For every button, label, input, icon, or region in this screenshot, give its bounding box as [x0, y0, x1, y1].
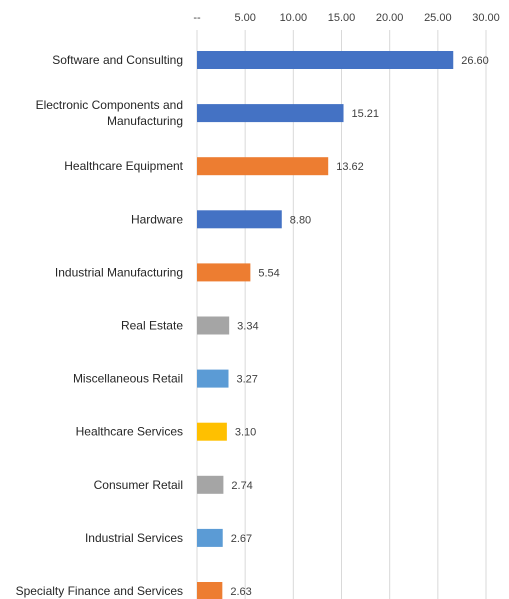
- category-label-line: Real Estate: [121, 319, 183, 333]
- category-label-line: Software and Consulting: [52, 53, 183, 67]
- category-label-line: Consumer Retail: [94, 478, 183, 492]
- bar-value-label: 26.60: [461, 55, 489, 67]
- category-label: Miscellaneous Retail: [73, 372, 183, 386]
- grid-layer: [196, 30, 487, 599]
- category-label: Electronic Components and Manufacturing: [36, 98, 183, 128]
- bar-value-label: 3.34: [237, 321, 258, 333]
- x-tick-label: --: [193, 12, 201, 24]
- bar-layer: 26.60 15.21 13.62 8.80 5.54 3.34 3.27 3.10 2.74 2…: [197, 51, 489, 599]
- x-tick-label: 20.00: [376, 12, 404, 24]
- bar-value-label: 13.62: [336, 161, 364, 173]
- x-tick-label: 15.00: [328, 12, 356, 24]
- category-label-line: Healthcare Equipment: [64, 159, 183, 173]
- category-label-line: Specialty Finance and Services: [16, 584, 183, 598]
- bar-value-label: 2.67: [231, 533, 252, 545]
- category-label: Specialty Finance and Services: [16, 584, 183, 598]
- category-label: Industrial Manufacturing: [55, 265, 183, 279]
- bar: [197, 528, 223, 547]
- category-label-line: Industrial Manufacturing: [55, 265, 183, 279]
- category-label-line: Hardware: [131, 212, 183, 226]
- category-label-line: Healthcare Services: [76, 425, 183, 439]
- category-label: Industrial Services: [85, 531, 183, 545]
- category-label: Software and Consulting: [52, 53, 183, 67]
- category-label-line: Industrial Services: [85, 531, 183, 545]
- bar: [197, 263, 251, 282]
- bar-value-label: 3.27: [237, 374, 258, 386]
- bar: [197, 104, 344, 123]
- bar-value-label: 8.80: [290, 214, 311, 226]
- bar-value-label: 2.63: [230, 586, 251, 598]
- x-tick-label: 30.00: [472, 12, 500, 24]
- category-labels: Software and Consulting Electronic Compon…: [16, 53, 184, 598]
- category-label: Real Estate: [121, 319, 183, 333]
- category-label: Hardware: [131, 212, 183, 226]
- category-label: Healthcare Services: [76, 425, 183, 439]
- bar: [197, 157, 329, 176]
- bar: [197, 475, 224, 494]
- x-axis-ticks: -- 5.00 10.00 15.00 20.00 25.00 30.00: [193, 12, 499, 24]
- bar: [197, 210, 282, 229]
- bar: [197, 582, 223, 599]
- bar-value-label: 3.10: [235, 427, 256, 439]
- bar: [197, 51, 454, 69]
- x-tick-label: 25.00: [424, 12, 452, 24]
- category-label-line: Electronic Components and: [36, 98, 183, 112]
- bar: [197, 422, 227, 441]
- bar: [197, 316, 230, 335]
- category-label-line: Manufacturing: [107, 114, 183, 128]
- bar-value-label: 2.74: [231, 480, 252, 492]
- category-label-line: Miscellaneous Retail: [73, 372, 183, 386]
- bar-value-label: 5.54: [258, 267, 279, 279]
- x-tick-label: 5.00: [234, 12, 255, 24]
- bar-value-label: 15.21: [352, 108, 380, 120]
- category-label: Healthcare Equipment: [64, 159, 183, 173]
- category-label: Consumer Retail: [94, 478, 183, 492]
- x-tick-label: 10.00: [280, 12, 308, 24]
- bar: [197, 369, 229, 388]
